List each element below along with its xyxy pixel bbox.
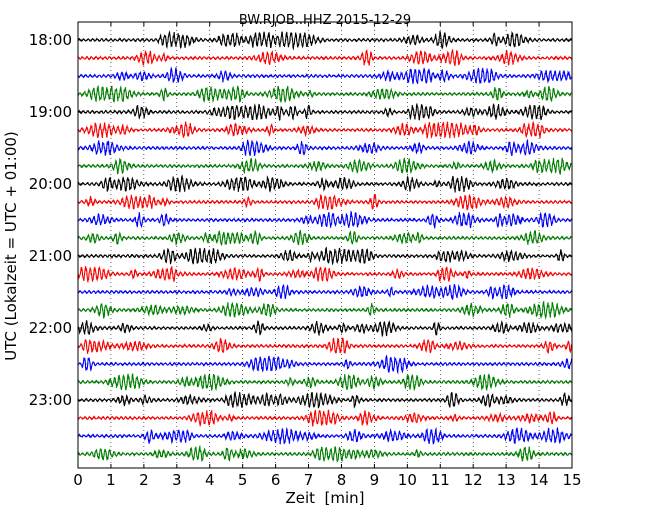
trace-1930 bbox=[77, 138, 573, 157]
x-axis-ticks: 0 1 2 3 4 5 6 7 8 9 10 11 12 13 14 15 bbox=[73, 22, 582, 489]
trace-2245 bbox=[77, 372, 573, 392]
trace-2230 bbox=[77, 354, 573, 375]
trace-2215 bbox=[77, 337, 573, 354]
y-tick-label: 20:00 bbox=[29, 175, 72, 193]
trace-2315 bbox=[77, 409, 573, 428]
chart-title: BW.RJOB..HHZ 2015-12-29 bbox=[239, 13, 411, 28]
x-tick-label: 7 bbox=[304, 471, 314, 489]
trace-2000 bbox=[77, 174, 573, 193]
y-tick-label: 21:00 bbox=[29, 247, 72, 265]
trace-2145 bbox=[77, 300, 573, 320]
trace-1915 bbox=[77, 120, 573, 139]
waveform-traces bbox=[77, 30, 573, 463]
y-tick-label: 23:00 bbox=[29, 391, 72, 409]
y-axis-ticks: 18:00 19:00 20:00 21:00 22:00 23:00 bbox=[29, 31, 572, 409]
y-tick-label: 19:00 bbox=[29, 103, 72, 121]
trace-2045 bbox=[77, 229, 573, 247]
x-axis-label: Zeit [min] bbox=[285, 489, 364, 507]
x-tick-label: 0 bbox=[73, 471, 83, 489]
trace-1945 bbox=[77, 157, 573, 176]
trace-2115 bbox=[77, 266, 573, 283]
trace-1800 bbox=[77, 30, 573, 51]
x-tick-label: 5 bbox=[238, 471, 248, 489]
trace-2345 bbox=[77, 445, 573, 463]
x-tick-label: 2 bbox=[139, 471, 149, 489]
trace-2030 bbox=[77, 210, 573, 229]
x-tick-label: 12 bbox=[464, 471, 483, 489]
trace-2130 bbox=[77, 283, 573, 300]
x-tick-label: 1 bbox=[106, 471, 116, 489]
x-tick-label: 8 bbox=[337, 471, 347, 489]
trace-2330 bbox=[77, 426, 573, 445]
x-tick-label: 3 bbox=[172, 471, 182, 489]
trace-1845 bbox=[77, 85, 573, 104]
trace-1830 bbox=[77, 66, 573, 84]
y-tick-label: 22:00 bbox=[29, 319, 72, 337]
x-tick-label: 13 bbox=[497, 471, 516, 489]
trace-2100 bbox=[77, 246, 573, 266]
plot-frame bbox=[77, 21, 573, 469]
trace-1815 bbox=[77, 48, 573, 66]
x-tick-label: 15 bbox=[562, 471, 581, 489]
trace-2015 bbox=[77, 194, 573, 211]
x-tick-label: 6 bbox=[271, 471, 281, 489]
x-tick-label: 9 bbox=[370, 471, 380, 489]
x-tick-label: 10 bbox=[398, 471, 417, 489]
x-tick-label: 11 bbox=[431, 471, 450, 489]
x-tick-label: 14 bbox=[530, 471, 549, 489]
x-tick-label: 4 bbox=[205, 471, 215, 489]
y-tick-label: 18:00 bbox=[29, 31, 72, 49]
trace-2300 bbox=[77, 391, 573, 409]
trace-2200 bbox=[77, 320, 573, 338]
y-axis-label: UTC (Lokalzeit = UTC + 01:00) bbox=[2, 131, 20, 361]
trace-1900 bbox=[77, 102, 573, 121]
